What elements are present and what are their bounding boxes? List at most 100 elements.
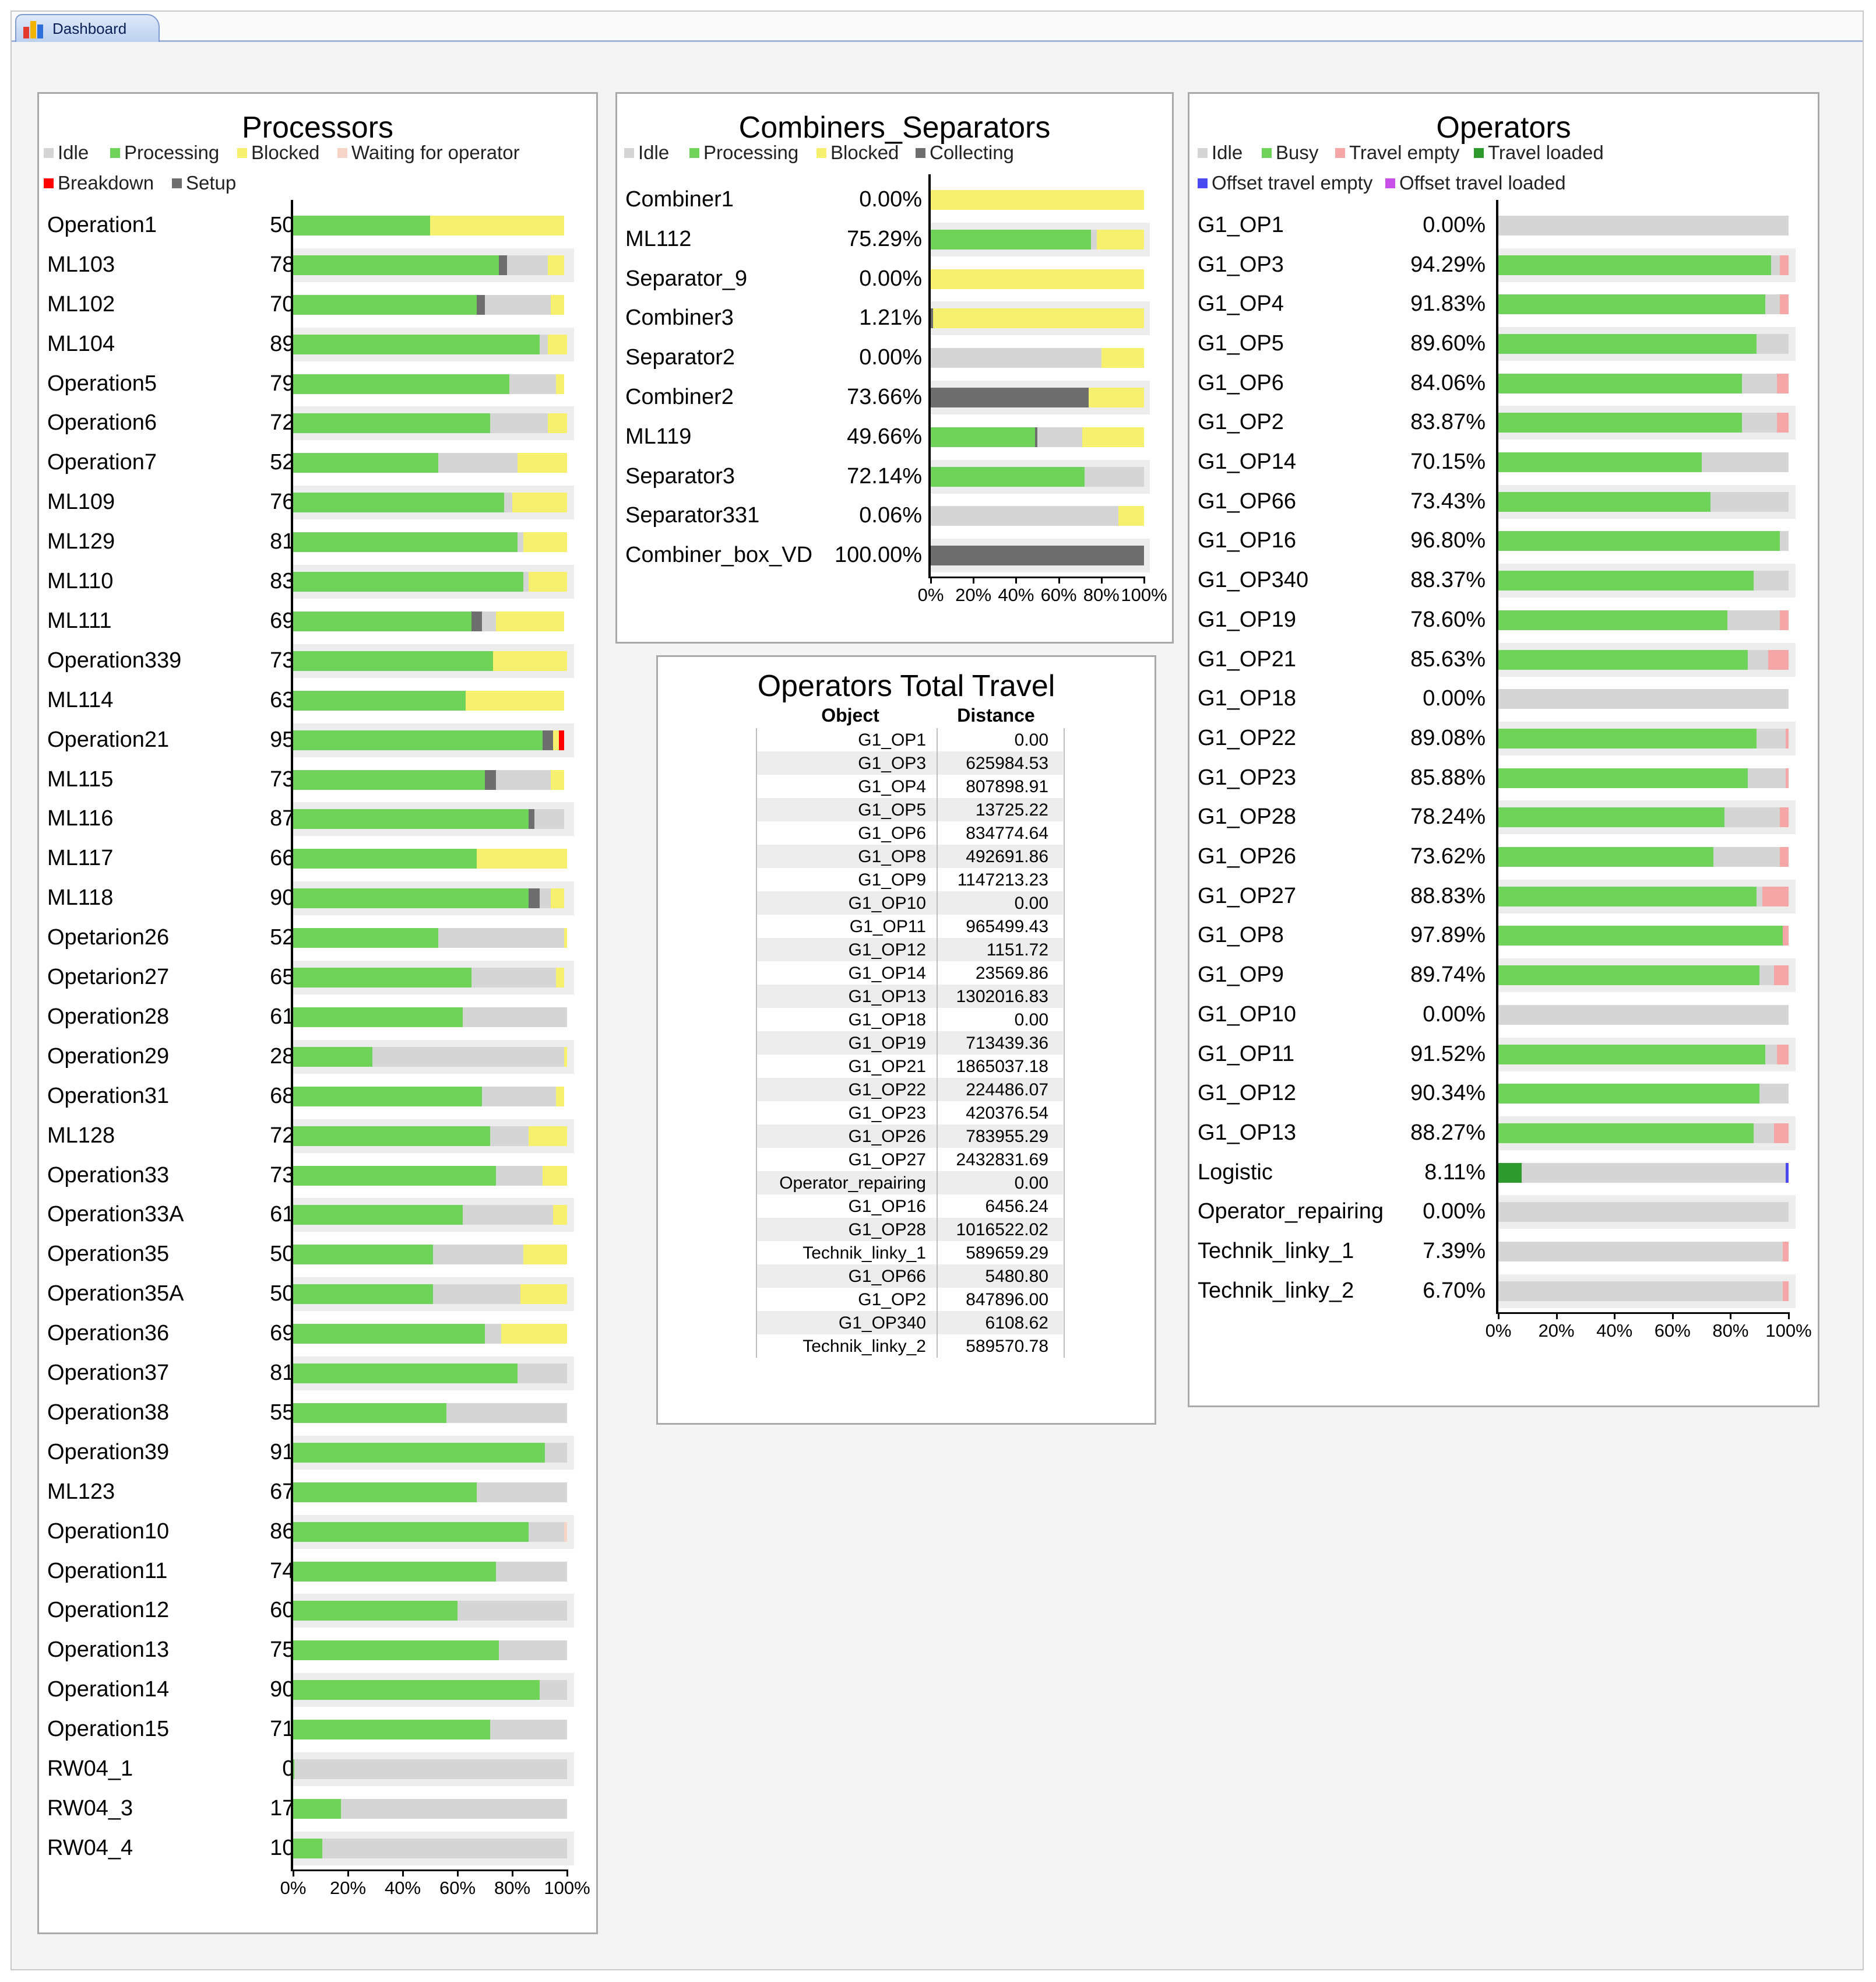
bar-segment-busy xyxy=(1498,728,1757,748)
bar-segment-idle xyxy=(1498,1202,1789,1222)
bar-segment-travel-loaded xyxy=(1498,1162,1522,1183)
bar-segment-travel-empty xyxy=(1780,610,1789,630)
stacked-bar xyxy=(1498,1044,1789,1064)
stacked-bar xyxy=(293,690,567,711)
bar-segment-blocked xyxy=(493,651,567,671)
row-percentage: 6.70% xyxy=(1423,1278,1486,1303)
legend-idle: Idle xyxy=(44,142,89,164)
bar-segment-processing xyxy=(293,1640,499,1661)
operators-panel: Operators Idle Busy Travel empty Travel … xyxy=(1188,92,1819,1407)
stacked-bar xyxy=(1498,294,1789,315)
stacked-bar xyxy=(1498,1084,1789,1104)
bar-segment-processing xyxy=(293,374,510,394)
bar-segment-processing xyxy=(293,1798,342,1819)
bar-segment-idle xyxy=(545,1442,567,1463)
bar-segment-idle xyxy=(495,1561,567,1582)
cell-distance: 0.00 xyxy=(1014,894,1048,913)
stacked-bar xyxy=(1498,1202,1789,1222)
table-row: G1_OP12 1151.72 xyxy=(658,940,1124,964)
row-label: G1_OP22 xyxy=(1198,725,1296,750)
x-tick-label: 80% xyxy=(494,1877,531,1898)
stacked-bar xyxy=(931,387,1144,407)
row-label: Operation10 xyxy=(47,1519,170,1544)
row-label: RW04_4 xyxy=(47,1835,133,1860)
bar-segment-idle xyxy=(1084,466,1144,487)
bar-segment-idle xyxy=(463,1007,567,1027)
cell-distance: 713439.36 xyxy=(966,1034,1048,1053)
row-label: ML104 xyxy=(47,331,115,356)
x-tick-mark xyxy=(293,1869,294,1876)
tab-dashboard[interactable]: Dashboard xyxy=(15,14,160,42)
cell-distance: 834774.64 xyxy=(966,824,1048,843)
y-axis-line xyxy=(928,174,931,578)
stacked-bar xyxy=(293,1363,567,1384)
x-tick-label: 60% xyxy=(1040,585,1077,605)
stacked-bar xyxy=(1498,571,1789,591)
stacked-bar xyxy=(293,1640,567,1661)
bar-segment-processing xyxy=(293,1521,529,1542)
legend-travel-empty: Travel empty xyxy=(1335,142,1460,164)
row-label: ML102 xyxy=(47,291,115,317)
bar-segment-idle xyxy=(504,493,512,513)
cell-distance: 420376.54 xyxy=(966,1104,1048,1123)
bar-segment-idle xyxy=(438,453,518,473)
bar-segment-blocked xyxy=(518,453,567,473)
table-row-band xyxy=(757,1078,1063,1101)
y-axis-line xyxy=(1496,200,1498,1313)
bar-segment-processing xyxy=(293,572,523,592)
cell-distance: 13725.22 xyxy=(975,800,1048,820)
row-label: Operation11 xyxy=(47,1558,168,1583)
table-row-band xyxy=(757,891,1063,915)
stacked-bar xyxy=(293,730,567,750)
legend-processing: Processing xyxy=(689,142,798,164)
table-row: G1_OP26 783955.29 xyxy=(658,1127,1124,1150)
cell-distance: 1302016.83 xyxy=(956,987,1049,1006)
cell-distance: 847896.00 xyxy=(966,1290,1048,1309)
table-column-divider xyxy=(1064,728,1065,1358)
x-tick-mark xyxy=(566,1869,568,1876)
legend-waiting-for-operator: Waiting for operator xyxy=(337,142,520,164)
bar-segment-travel-empty xyxy=(1786,728,1789,748)
cell-distance: 0.00 xyxy=(1014,1173,1048,1193)
row-label: Logistic xyxy=(1198,1159,1273,1185)
bar-segment-idle xyxy=(1498,1004,1789,1025)
legend-processing: Processing xyxy=(110,142,219,164)
legend-blocked: Blocked xyxy=(816,142,899,164)
bar-segment-blocked xyxy=(529,572,567,592)
bar-segment-busy xyxy=(1498,452,1702,473)
bar-segment-processing xyxy=(293,1759,295,1780)
stacked-bar xyxy=(1498,1123,1789,1143)
row-label: Operation15 xyxy=(47,1717,170,1742)
bar-segment-blocked xyxy=(548,413,567,434)
cell-distance: 783955.29 xyxy=(966,1127,1048,1146)
bar-segment-processing xyxy=(293,334,540,354)
x-axis-line xyxy=(291,1869,568,1871)
bar-segment-processing xyxy=(293,1601,457,1621)
bar-segment-travel-empty xyxy=(1777,413,1789,433)
bar-segment-idle xyxy=(1771,255,1780,275)
stacked-bar xyxy=(293,849,567,869)
bar-segment-processing xyxy=(293,928,439,948)
row-percentage: 89.74% xyxy=(1410,962,1486,988)
column-header-distance: Distance xyxy=(957,705,1035,726)
cell-object: G1_OP5 xyxy=(858,800,926,820)
stacked-bar xyxy=(293,255,567,275)
stacked-bar xyxy=(293,1798,567,1819)
row-percentage: 0.00% xyxy=(1423,212,1486,237)
row-percentage: 85.88% xyxy=(1410,765,1486,790)
row-label: G1_OP9 xyxy=(1198,962,1284,988)
table-row-band xyxy=(757,1264,1063,1288)
bar-segment-blocked xyxy=(550,294,565,315)
bar-segment-idle xyxy=(322,1838,567,1858)
row-label: Operation14 xyxy=(47,1677,170,1702)
stacked-bar xyxy=(1498,1281,1789,1301)
stacked-bar xyxy=(293,1086,567,1106)
bar-segment-busy xyxy=(1498,571,1754,591)
row-label: G1_OP1 xyxy=(1198,212,1284,237)
bar-segment-idle xyxy=(1713,847,1780,867)
row-label: G1_OP12 xyxy=(1198,1081,1296,1106)
stacked-bar xyxy=(293,809,567,830)
bar-segment-setup xyxy=(476,294,485,315)
bar-segment-idle xyxy=(1724,807,1780,828)
table-row: G1_OP21 1865037.18 xyxy=(658,1057,1124,1080)
